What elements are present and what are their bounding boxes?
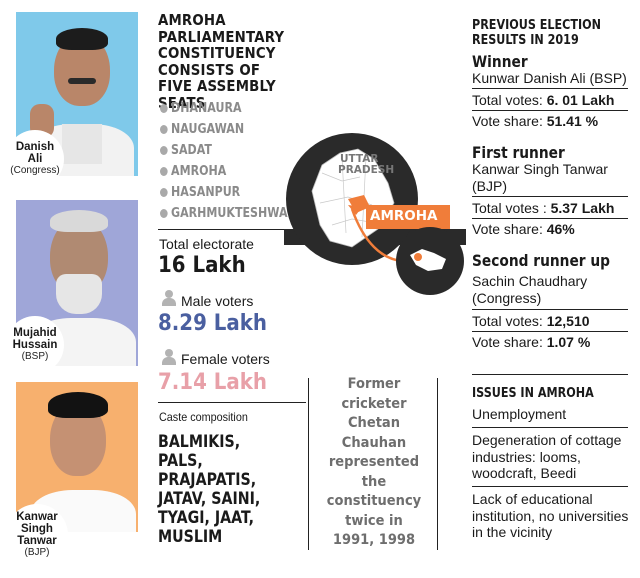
candidate-panel-kanwar-singh-tanwar: Kanwar Singh Tanwar (BJP) [6, 382, 138, 572]
bullet-icon [160, 188, 168, 197]
first-runner-heading: First runner [472, 143, 565, 162]
assembly-seat-item: HASANPUR [160, 182, 296, 203]
divider [472, 309, 628, 310]
first-runner-share: Vote share: 46% [472, 221, 575, 237]
bullet-icon [160, 167, 168, 176]
candidate-name-line2: Ali [27, 153, 43, 165]
female-voters-value: 7.14 Lakh [158, 370, 267, 395]
candidate-badge: Mujahid Hussain (BSP) [6, 316, 64, 374]
bullet-icon [160, 104, 168, 113]
male-person-icon [162, 290, 176, 306]
bullet-icon [160, 125, 168, 134]
male-voters-value: 8.29 Lakh [158, 311, 267, 336]
first-runner-name-line2: (BJP) [472, 178, 507, 194]
bullet-icon [160, 146, 168, 155]
divider [472, 196, 628, 197]
issue-item: Lack of educational institution, no univ… [472, 491, 629, 540]
issues-title: ISSUES IN AMROHA [472, 386, 594, 401]
assembly-seat-list: DHANAURA NAUGAWAN SADAT AMROHA HASANPUR … [160, 98, 320, 224]
second-runner-share: Vote share: 1.07 % [472, 334, 591, 350]
issue-item: Degeneration of cottage industries: loom… [472, 432, 622, 481]
candidate-panel-danish-ali: Danish Ali (Congress) [6, 12, 138, 188]
map-state-label-line2: PRADESH [338, 164, 395, 176]
previous-results-title-line1: PREVIOUS ELECTION [472, 18, 602, 33]
divider [437, 378, 438, 550]
assembly-seat-item: AMROHA [160, 161, 296, 182]
constituency-title: AMROHA PARLIAMENTARY CONSTITUENCY CONSIS… [158, 11, 285, 112]
caste-line: JATAV, SAINI, [158, 489, 261, 508]
divider [158, 402, 306, 403]
winner-share: Vote share: 51.41 % [472, 113, 599, 129]
caste-line: PRAJAPATIS, [158, 470, 257, 489]
caste-line: MUSLIM [158, 527, 223, 546]
candidate-photo [16, 382, 138, 532]
candidate-name-line2: Hussain [12, 339, 58, 351]
total-electorate-value: 16 Lakh [158, 253, 246, 278]
map-graphic: UTTAR PRADESH AMROHA [282, 133, 468, 299]
male-voters-label: Male voters [181, 293, 254, 309]
total-electorate-label: Total electorate [159, 236, 254, 252]
second-runner-heading: Second runner up [472, 251, 611, 270]
candidate-party: (Congress) [10, 165, 60, 176]
divider [472, 427, 628, 428]
assembly-seat-item: GARHMUKTESHWAR [160, 203, 296, 224]
candidate-name-line3: Tanwar [17, 535, 57, 547]
assembly-seat-item: NAUGAWAN [160, 119, 296, 140]
candidate-panel-mujahid-hussain: Mujahid Hussain (BSP) [6, 200, 138, 374]
candidate-name-line1: Mujahid [13, 327, 57, 339]
divider [472, 331, 628, 332]
assembly-seat-item: SADAT [160, 140, 296, 161]
caste-line: PALS, [158, 451, 203, 470]
second-runner-name-line2: (Congress) [472, 290, 542, 306]
bullet-icon [160, 209, 168, 218]
divider [472, 88, 628, 89]
caste-line: TYAGI, JAAT, [158, 508, 255, 527]
female-voters-label: Female voters [181, 351, 270, 367]
divider [472, 110, 628, 111]
candidate-party: (BSP) [21, 351, 49, 362]
assembly-seat-item: DHANAURA [160, 98, 296, 119]
second-runner-votes: Total votes: 12,510 [472, 313, 590, 329]
divider [308, 378, 309, 550]
candidate-badge: Danish Ali (Congress) [6, 130, 64, 188]
divider [472, 218, 628, 219]
winner-votes: Total votes: 6. 01 Lakh [472, 92, 615, 108]
map-district-label: AMROHA [370, 208, 438, 224]
candidate-badge: Kanwar Singh Tanwar (BJP) [6, 504, 68, 566]
caste-list: BALMIKIS, PALS, PRAJAPATIS, JATAV, SAINI… [158, 432, 287, 546]
female-person-icon [162, 349, 176, 365]
map-state-label-line1: UTTAR [340, 153, 379, 165]
caste-line: BALMIKIS, [158, 432, 241, 451]
divider [472, 374, 628, 375]
candidate-name-line1: Kanwar [16, 511, 58, 523]
candidate-photo [16, 12, 138, 176]
first-runner-votes: Total votes : 5.37 Lakh [472, 200, 615, 216]
first-runner-name-line1: Kanwar Singh Tanwar [472, 161, 608, 177]
second-runner-name-line1: Sachin Chaudhary [472, 273, 588, 289]
winner-name: Kunwar Danish Ali (BSP) [472, 70, 627, 86]
fact-note: Former cricketer Chetan Chauhan represen… [326, 376, 422, 548]
divider [472, 486, 628, 487]
candidate-name-line1: Danish [15, 141, 55, 153]
caste-composition-label: Caste composition [159, 410, 248, 424]
candidate-name-line2: Singh [21, 523, 53, 535]
issue-item: Unemployment [472, 406, 567, 422]
candidate-party: (BJP) [24, 547, 50, 558]
previous-results-title-line2: RESULTS IN 2019 [472, 33, 579, 48]
divider [158, 229, 306, 230]
winner-heading: Winner [472, 52, 528, 71]
